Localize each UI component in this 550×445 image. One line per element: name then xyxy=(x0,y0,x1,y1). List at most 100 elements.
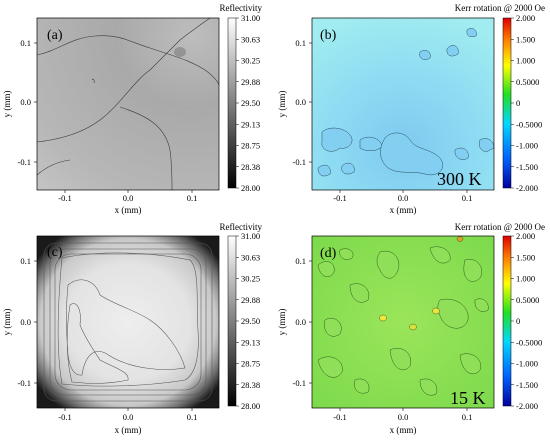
panel-label-a: (a) xyxy=(47,28,63,43)
contours-c xyxy=(43,242,213,402)
y-tick-label: -0.1 xyxy=(293,157,306,167)
colorbar-tick-label: 2.000 xyxy=(516,231,535,241)
x-tick-label: 0.0 xyxy=(123,193,134,203)
colorbar-tick-label: 28.75 xyxy=(241,141,260,151)
y-axis-c: 0.1 0.0 -0.1 y (mm) xyxy=(2,256,37,388)
colorbar-d: Kerr rotation @ 2000 Oe 2.000 1.500 1.000 0… xyxy=(455,222,545,411)
y-axis-label: y (mm) xyxy=(277,309,287,336)
colorbar-tick-label: -2.000 xyxy=(516,401,538,411)
x-tick-label: 0.0 xyxy=(398,412,409,422)
colorbar-tick-label: 1.500 xyxy=(516,34,535,44)
colorbar-a: Reflectivity 31.00 30.63 30.25 29.88 29.50 29… xyxy=(220,3,263,193)
panel-label-c: (c) xyxy=(47,245,63,260)
panel-d: (d) 15 K -0.1 0.0 0.1 x (mm) 0.1 0.0 -0.… xyxy=(277,222,545,435)
panel-b: (b) 300 K -0.1 0.0 0.1 x (mm) 0.1 0.0 -0… xyxy=(277,3,545,215)
colorbar-tick-label: 0 xyxy=(516,98,520,108)
y-axis-label: y (mm) xyxy=(2,309,12,336)
colorbar-tick-label: 28.38 xyxy=(241,380,260,390)
colorbar-b: Kerr rotation @ 2000 Oe 2.000 1.500 1.000 0… xyxy=(455,3,545,193)
colorbar-tick-label: 1.000 xyxy=(516,56,535,66)
contours-a xyxy=(36,17,220,191)
y-tick-label: -0.1 xyxy=(18,378,31,388)
colorbar-tick-label: -0.5000 xyxy=(516,337,542,347)
colorbar-tick-label: 28.00 xyxy=(241,183,260,193)
colorbar-tick-label: 30.25 xyxy=(241,274,260,284)
x-axis-label: x (mm) xyxy=(115,425,142,435)
colorbar-tick-label: -1.000 xyxy=(516,359,538,369)
panel-label-b: (b) xyxy=(320,28,337,43)
x-axis-d: -0.1 0.0 0.1 x (mm) xyxy=(333,408,472,435)
colorbar-tick-label: 0 xyxy=(516,316,520,326)
colorbar-tick-label: 2.000 xyxy=(516,13,535,23)
x-tick-label: 0.1 xyxy=(462,412,473,422)
colorbar-tick-label: -1.500 xyxy=(516,162,538,172)
colorbar-tick-label: 29.50 xyxy=(241,98,260,108)
y-tick-label: 0.0 xyxy=(20,317,31,327)
y-tick-label: 0.0 xyxy=(20,97,31,107)
colorbar-title-d: Kerr rotation @ 2000 Oe xyxy=(455,222,545,232)
y-axis-label: y (mm) xyxy=(277,91,287,118)
y-tick-label: -0.1 xyxy=(18,157,31,167)
colorbar-tick-label: -2.000 xyxy=(516,183,538,193)
x-tick-label: 0.0 xyxy=(123,412,134,422)
x-tick-label: 0.0 xyxy=(398,193,409,203)
y-tick-label: 0.0 xyxy=(295,97,306,107)
colorbar-tick-label: 30.25 xyxy=(241,56,260,66)
colorbar-tick-label: 29.13 xyxy=(241,337,260,347)
heatmap-a xyxy=(37,18,219,190)
x-tick-label: 0.1 xyxy=(187,193,198,203)
contours-d xyxy=(317,246,489,396)
y-tick-label: 0.0 xyxy=(295,317,306,327)
colorbar-title-b: Kerr rotation @ 2000 Oe xyxy=(455,3,545,13)
panel-c: (c) -0.1 0.0 0.1 x (mm) 0.1 0.0 -0.1 y (… xyxy=(2,222,262,435)
x-tick-label: -0.1 xyxy=(58,193,71,203)
colorbar-tick-label: 29.50 xyxy=(241,316,260,326)
colorbar-title-c: Reflectivity xyxy=(220,222,263,232)
y-axis-d: 0.1 0.0 -0.1 y (mm) xyxy=(277,256,312,388)
x-tick-label: -0.1 xyxy=(58,412,71,422)
colorbar-tick-label: -0.5000 xyxy=(516,119,542,129)
y-tick-label: -0.1 xyxy=(293,378,306,388)
colorbar-tick-label: -1.500 xyxy=(516,380,538,390)
colorbar-tick-label: 31.00 xyxy=(241,13,260,23)
colorbar-c: Reflectivity 31.00 30.63 30.25 29.88 29.50 29… xyxy=(220,222,263,411)
x-tick-label: 0.1 xyxy=(187,412,198,422)
panel-a: (a) -0.1 0.0 0.1 x (mm) 0.1 0.0 -0.1 y (… xyxy=(2,3,262,215)
x-tick-label: -0.1 xyxy=(333,193,346,203)
colorbar-tick-label: 1.500 xyxy=(516,252,535,262)
x-tick-label: -0.1 xyxy=(333,412,346,422)
hotspots-d xyxy=(379,236,464,331)
x-axis-label: x (mm) xyxy=(115,205,142,215)
x-axis-a: -0.1 0.0 0.1 x (mm) xyxy=(58,190,197,215)
colorbar-tick-label: 0.5000 xyxy=(516,295,539,305)
colorbar-tick-label: -1.000 xyxy=(516,141,538,151)
x-axis-c: -0.1 0.0 0.1 x (mm) xyxy=(58,408,197,435)
x-axis-label: x (mm) xyxy=(390,205,417,215)
colorbar-tick-label: 29.13 xyxy=(241,119,260,129)
colorbar-tick-label: 28.00 xyxy=(241,401,260,411)
y-axis-label: y (mm) xyxy=(2,91,12,118)
colorbar-tick-label: 28.38 xyxy=(241,162,260,172)
y-axis-b: 0.1 0.0 -0.1 y (mm) xyxy=(277,38,312,167)
y-axis-a: 0.1 0.0 -0.1 y (mm) xyxy=(2,38,37,167)
y-tick-label: 0.1 xyxy=(295,256,306,266)
x-axis-b: -0.1 0.0 0.1 x (mm) xyxy=(333,190,472,215)
temperature-label-b: 300 K xyxy=(437,169,482,189)
colorbar-tick-label: 30.63 xyxy=(241,252,260,262)
colorbar-tick-label: 29.88 xyxy=(241,77,260,87)
colorbar-tick-label: 31.00 xyxy=(241,231,260,241)
x-axis-label: x (mm) xyxy=(390,425,417,435)
colorbar-tick-label: 30.63 xyxy=(241,34,260,44)
colorbar-tick-label: 0.5000 xyxy=(516,77,539,87)
x-tick-label: 0.1 xyxy=(462,193,473,203)
contours-b xyxy=(317,28,495,177)
colorbar-tick-label: 29.88 xyxy=(241,295,260,305)
y-tick-label: 0.1 xyxy=(20,256,31,266)
colorbar-tick-label: 28.75 xyxy=(241,359,260,369)
y-tick-label: 0.1 xyxy=(295,38,306,48)
panel-label-d: (d) xyxy=(320,246,337,261)
colorbar-title-a: Reflectivity xyxy=(220,3,263,13)
colorbar-tick-label: 1.000 xyxy=(516,274,535,284)
y-tick-label: 0.1 xyxy=(20,38,31,48)
